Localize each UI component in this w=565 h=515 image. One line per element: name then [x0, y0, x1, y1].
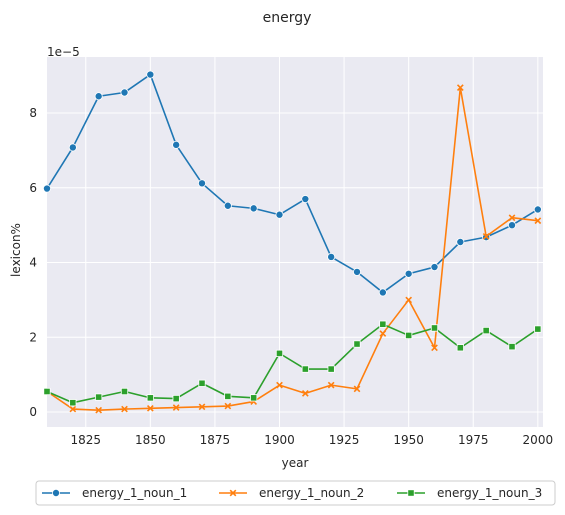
data-point — [353, 340, 361, 348]
series-layer — [43, 70, 542, 414]
data-point — [379, 330, 387, 337]
data-point — [405, 331, 413, 340]
data-point — [275, 349, 284, 357]
data-point — [43, 387, 51, 396]
y-tick-label: 0 — [29, 405, 37, 419]
series-line — [46, 73, 539, 294]
data-point — [534, 325, 542, 333]
x-tick-label: 2000 — [523, 433, 554, 447]
data-point — [482, 233, 490, 240]
y-axis-multiplier: 1e−5 — [47, 45, 80, 59]
data-point — [404, 269, 413, 278]
series-energy_1_noun_1 — [43, 70, 542, 297]
y-axis-label: lexicon% — [9, 223, 23, 277]
data-point — [352, 267, 361, 276]
data-point — [430, 263, 439, 272]
data-point — [456, 344, 464, 352]
data-point — [94, 92, 103, 101]
y-tick-labels: 0 2 4 6 8 — [29, 106, 37, 419]
data-point — [379, 320, 387, 328]
x-tick-label: 1850 — [135, 433, 166, 447]
legend-marker — [407, 489, 415, 497]
data-point — [198, 379, 206, 387]
data-point — [327, 381, 335, 389]
data-point — [508, 214, 516, 222]
x-tick-label: 1925 — [329, 433, 360, 447]
data-point — [430, 324, 439, 332]
data-point — [95, 406, 103, 414]
legend-item: energy_1_noun_3 — [397, 486, 542, 500]
y-tick-label: 6 — [29, 181, 37, 195]
plot-area — [47, 57, 543, 427]
data-point — [353, 385, 361, 393]
data-point — [146, 404, 154, 412]
data-point — [482, 326, 490, 335]
data-point — [43, 184, 52, 193]
data-point — [120, 88, 129, 97]
data-point — [301, 365, 309, 373]
grid-lines — [47, 57, 543, 427]
x-axis-label: year — [282, 456, 309, 470]
x-tick-labels: 1825 1850 1875 1900 1925 1950 1975 2000 — [70, 433, 553, 447]
x-tick-label: 1975 — [458, 433, 489, 447]
legend-marker — [229, 489, 237, 497]
legend-item: energy_1_noun_2 — [219, 486, 364, 500]
data-point — [275, 210, 284, 219]
data-point — [301, 389, 309, 397]
data-point — [431, 344, 438, 352]
legend-box — [35, 480, 556, 506]
data-point — [533, 205, 542, 214]
data-point — [120, 387, 129, 396]
data-point — [121, 405, 128, 413]
data-point — [405, 296, 413, 304]
data-point — [224, 392, 232, 400]
data-point — [534, 217, 542, 225]
legend: energy_1_noun_1 energy_1_noun_2 energy_1_n… — [35, 480, 556, 506]
data-point — [276, 381, 283, 389]
y-tick-label: 4 — [29, 256, 37, 270]
data-point — [172, 404, 180, 411]
legend-label: energy_1_noun_3 — [437, 486, 542, 500]
data-point — [95, 393, 103, 401]
data-point — [223, 201, 232, 210]
data-point — [327, 365, 335, 373]
data-point — [146, 70, 155, 79]
data-point — [378, 288, 387, 297]
legend-label: energy_1_noun_2 — [259, 486, 364, 500]
data-point — [301, 195, 310, 204]
data-point — [172, 394, 180, 403]
data-point — [456, 237, 465, 246]
data-point — [69, 405, 77, 413]
data-point — [146, 394, 154, 402]
series-line — [46, 323, 539, 404]
x-tick-label: 1900 — [264, 433, 295, 447]
data-point — [508, 343, 516, 351]
data-point — [507, 221, 516, 230]
data-point — [197, 179, 206, 188]
series-line — [46, 86, 538, 411]
chart-title: energy — [263, 10, 312, 26]
data-point — [456, 84, 464, 92]
data-point — [327, 252, 336, 261]
legend-item: energy_1_noun_1 — [42, 486, 187, 500]
x-tick-label: 1950 — [393, 433, 424, 447]
data-point — [172, 140, 181, 149]
data-point — [249, 204, 258, 213]
x-tick-label: 1825 — [70, 433, 101, 447]
legend-label: energy_1_noun_1 — [82, 486, 187, 500]
data-point — [198, 403, 206, 411]
legend-marker — [52, 488, 61, 497]
x-tick-label: 1875 — [200, 433, 231, 447]
data-point — [250, 394, 258, 402]
series-energy_1_noun_3 — [43, 320, 542, 407]
data-point — [224, 402, 232, 410]
data-point — [68, 143, 77, 152]
y-tick-label: 8 — [29, 106, 37, 120]
y-tick-label: 2 — [29, 330, 37, 344]
data-point — [69, 399, 77, 407]
